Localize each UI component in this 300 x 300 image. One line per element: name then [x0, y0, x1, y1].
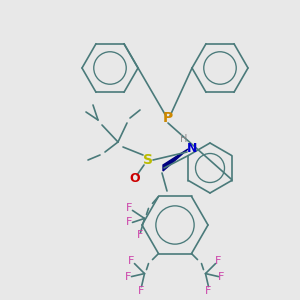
Text: F: F: [137, 230, 144, 240]
Text: F: F: [128, 256, 135, 266]
Text: F: F: [215, 256, 222, 266]
Text: F: F: [218, 272, 225, 282]
Text: N: N: [187, 142, 197, 154]
Polygon shape: [163, 149, 188, 171]
Text: S: S: [143, 153, 153, 167]
Text: F: F: [126, 203, 133, 213]
Text: F: F: [126, 218, 133, 227]
Text: F: F: [138, 286, 145, 296]
Text: F: F: [205, 286, 212, 296]
Text: H: H: [180, 134, 188, 144]
Text: O: O: [130, 172, 140, 184]
Text: P: P: [163, 111, 173, 125]
Text: F: F: [125, 272, 132, 282]
